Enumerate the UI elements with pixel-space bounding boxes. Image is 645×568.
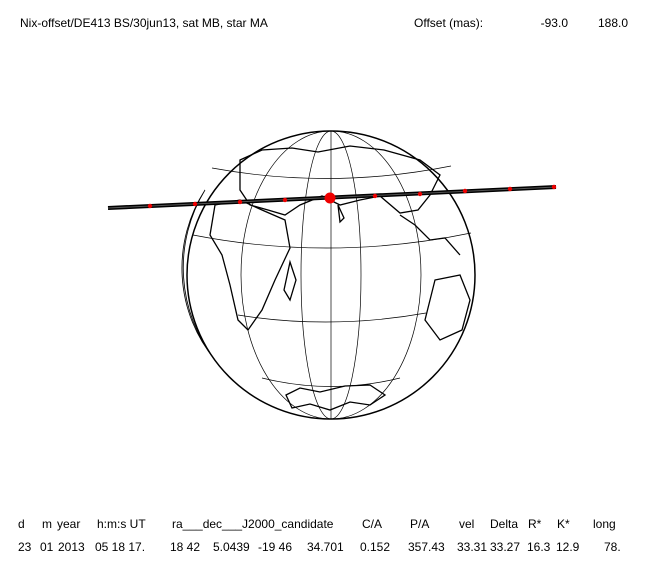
occultation-path: [107, 184, 557, 210]
offset-value: -93.0: [541, 16, 569, 30]
table-cell: 05 18 17.: [95, 540, 145, 554]
table-cell: 23: [18, 540, 32, 554]
table-cell: 33.27: [490, 540, 520, 554]
table-cell: 12.9: [556, 540, 580, 554]
column-header: C/A: [362, 517, 382, 531]
column-header: ra___dec___J2000_candidate: [172, 517, 334, 531]
column-header: d: [18, 517, 25, 531]
globe: [181, 130, 476, 420]
table-cell: 18 42: [170, 540, 200, 554]
table-cell: 33.31: [457, 540, 487, 554]
offset-value: 188.0: [598, 16, 628, 30]
table-cell: 34.701: [307, 540, 344, 554]
table-cell: 01: [40, 540, 54, 554]
table-cell: 0.152: [360, 540, 390, 554]
column-header: year: [57, 517, 80, 531]
column-header: h:m:s UT: [97, 517, 146, 531]
table-cell: 78.: [604, 540, 621, 554]
column-header: R*: [528, 517, 542, 531]
column-header: vel: [459, 517, 474, 531]
column-header: K*: [557, 517, 570, 531]
column-header: P/A: [410, 517, 429, 531]
title: Nix-offset/DE413 BS/30jun13, sat MB, sta…: [20, 16, 268, 30]
table-cell: -19 46: [258, 540, 292, 554]
table-cell: 357.43: [408, 540, 445, 554]
table-cell: 16.3: [527, 540, 551, 554]
table-cell: 5.0439: [213, 540, 250, 554]
column-header: long: [593, 517, 616, 531]
offset-label: Offset (mas):: [414, 16, 483, 30]
column-header: Delta: [490, 517, 518, 531]
column-header: m: [42, 517, 52, 531]
table-cell: 2013: [58, 540, 85, 554]
